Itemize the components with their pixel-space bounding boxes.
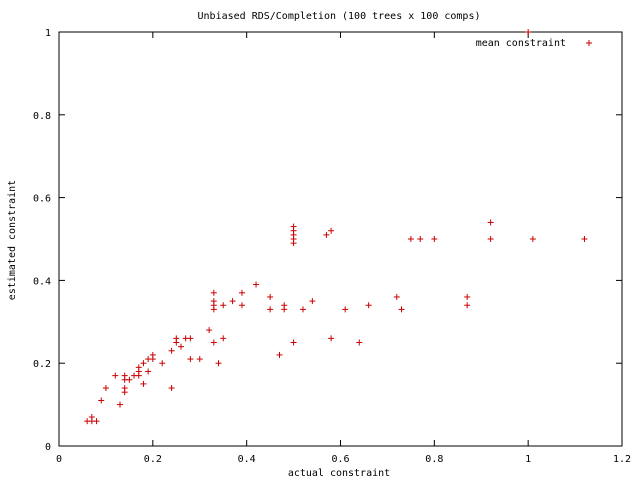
data-point: [356, 339, 363, 346]
data-point: [159, 360, 166, 367]
data-point: [290, 339, 297, 346]
data-point: [328, 227, 335, 234]
data-point: [93, 418, 100, 425]
y-tick-label: 0: [45, 442, 51, 453]
data-point: [342, 306, 349, 313]
data-point: [173, 335, 180, 342]
data-point: [487, 236, 494, 242]
chart-title: Unbiased RDS/Completion (100 trees x 100…: [198, 11, 481, 22]
data-point: [220, 302, 227, 309]
ticks: 0 0.2 0.4 0.6 0.8 1 1.2 0 0.2 0.4 0.6 0.8 1: [33, 28, 631, 465]
x-tick-label: 0: [56, 454, 62, 465]
data-point: [407, 236, 414, 242]
data-point: [299, 306, 306, 313]
data-point: [267, 306, 274, 313]
data-point: [417, 236, 424, 242]
data-point: [220, 335, 227, 342]
x-tick-label: 1.2: [613, 454, 631, 465]
data-point: [168, 385, 175, 392]
data-point: [196, 356, 203, 363]
data-point: [290, 223, 297, 230]
data-point: [464, 293, 471, 300]
data-point: [206, 327, 213, 334]
data-point: [177, 343, 184, 350]
data-point: [229, 298, 236, 305]
x-tick-label: 0.2: [144, 454, 162, 465]
y-tick-label: 1: [45, 28, 51, 39]
y-tick-label: 0.8: [33, 111, 51, 122]
data-point: [253, 281, 260, 288]
data-point: [135, 364, 142, 371]
data-point: [309, 298, 316, 305]
x-axis-label: actual constraint: [288, 468, 390, 479]
data-point: [187, 356, 194, 363]
x-tick-label: 0.4: [238, 454, 256, 465]
data-point: [238, 302, 245, 309]
legend: mean constraint: [476, 38, 592, 49]
data-point: [215, 360, 222, 367]
data-point: [365, 302, 372, 309]
data-point: [102, 385, 109, 392]
data-point: [581, 236, 588, 242]
y-tick-label: 0.4: [33, 276, 51, 287]
data-point: [525, 29, 532, 35]
data-point: [121, 372, 128, 379]
data-points: [84, 29, 588, 425]
data-point: [187, 335, 194, 342]
data-point: [464, 302, 471, 309]
data-point: [238, 289, 245, 296]
data-point: [210, 298, 217, 305]
y-axis-label: estimated constraint: [7, 180, 18, 300]
data-point: [393, 293, 400, 300]
y-tick-label: 0.6: [33, 194, 51, 205]
data-point: [210, 289, 217, 296]
data-point: [328, 335, 335, 342]
legend-label: mean constraint: [476, 38, 566, 49]
data-point: [140, 360, 147, 367]
data-point: [145, 368, 152, 375]
data-point: [112, 372, 119, 379]
data-point: [267, 293, 274, 300]
data-point: [98, 397, 105, 404]
data-point: [168, 347, 175, 354]
x-tick-label: 0.6: [331, 454, 349, 465]
data-point: [487, 219, 494, 226]
data-point: [276, 351, 283, 358]
x-tick-label: 0.8: [425, 454, 443, 465]
y-tick-label: 0.2: [33, 359, 51, 370]
data-point: [116, 401, 123, 408]
data-point: [149, 351, 156, 358]
data-point: [140, 380, 147, 387]
data-point: [398, 306, 405, 313]
x-tick-label: 1: [525, 454, 531, 465]
data-point: [210, 339, 217, 346]
data-point: [529, 236, 536, 242]
data-point: [121, 385, 128, 392]
data-point: [88, 414, 95, 421]
data-point: [431, 236, 438, 242]
legend-marker: [586, 40, 592, 46]
data-point: [126, 376, 133, 383]
data-point: [323, 231, 330, 238]
data-point: [281, 302, 288, 309]
